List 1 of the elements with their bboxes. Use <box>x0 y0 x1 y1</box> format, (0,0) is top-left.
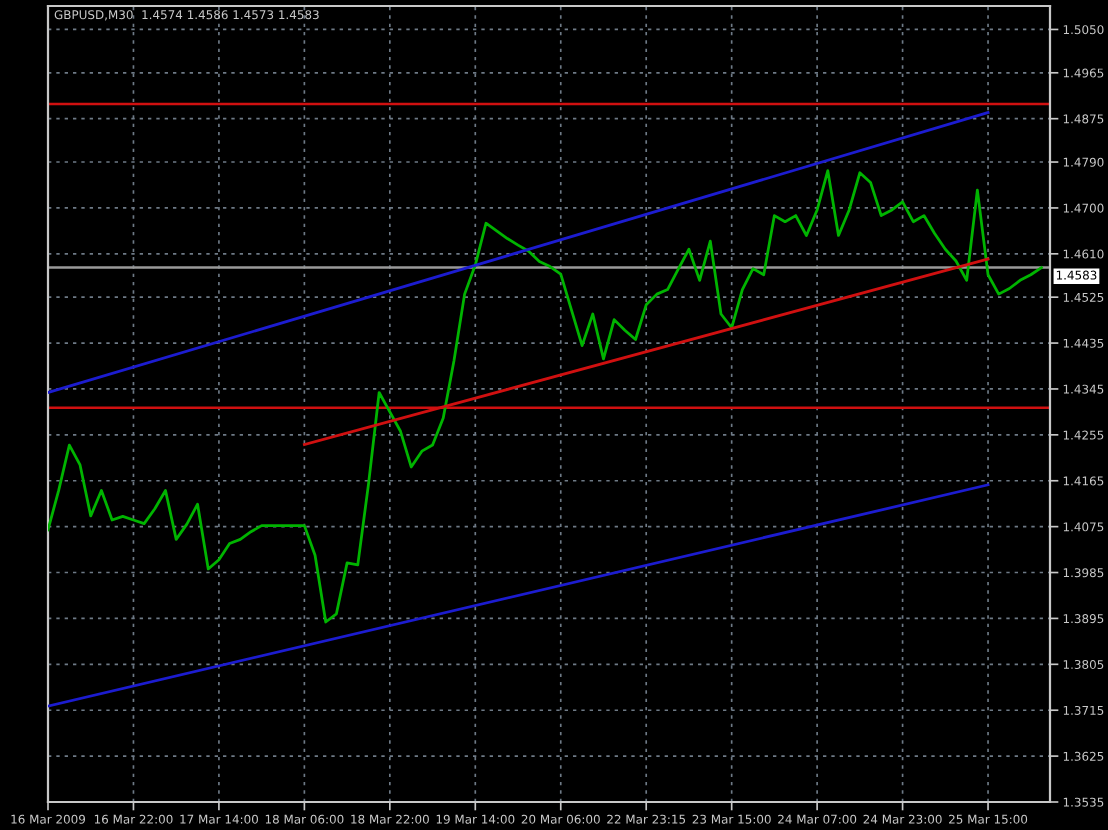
line-series <box>48 169 1043 624</box>
